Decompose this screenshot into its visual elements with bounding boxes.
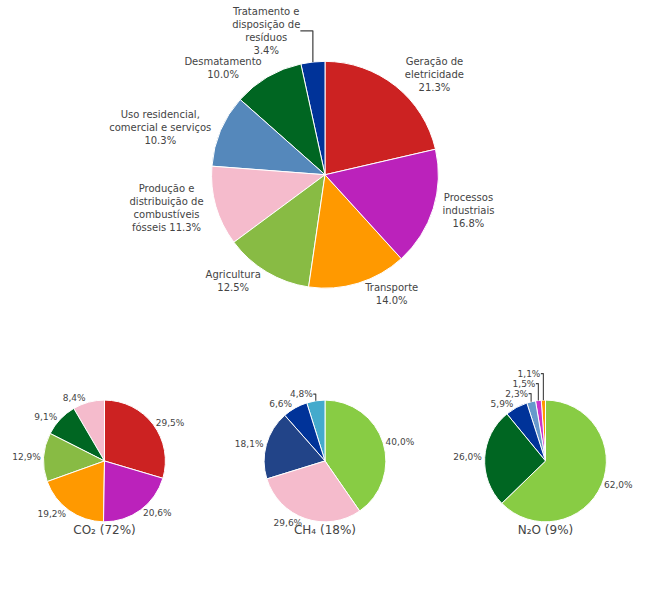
svg-text:8,4%: 8,4%: [63, 393, 86, 403]
svg-text:Produção edistribuição decombu: Produção edistribuição decombustíveisfós…: [129, 183, 203, 233]
svg-text:1,1%: 1,1%: [518, 369, 541, 379]
svg-text:6,6%: 6,6%: [269, 399, 292, 409]
svg-text:CH₄ (18%): CH₄ (18%): [294, 523, 356, 537]
svg-text:29,5%: 29,5%: [156, 418, 185, 428]
svg-text:26,0%: 26,0%: [453, 452, 482, 462]
svg-text:20,6%: 20,6%: [143, 508, 172, 518]
svg-text:12,9%: 12,9%: [12, 452, 41, 462]
svg-text:40,0%: 40,0%: [386, 437, 415, 447]
svg-text:Desmatamento10.0%: Desmatamento10.0%: [184, 56, 261, 80]
svg-text:CO₂ (72%): CO₂ (72%): [73, 523, 135, 537]
svg-text:2,3%: 2,3%: [505, 389, 528, 399]
svg-text:1,5%: 1,5%: [513, 379, 536, 389]
svg-text:Processosindustriais16.8%: Processosindustriais16.8%: [442, 192, 494, 229]
svg-text:4,8%: 4,8%: [290, 389, 313, 399]
svg-text:9,1%: 9,1%: [34, 412, 57, 422]
svg-text:Uso residencial,comercial e se: Uso residencial,comercial e serviços10.3…: [109, 109, 211, 146]
svg-text:Geração deeletricidade21.3%: Geração deeletricidade21.3%: [405, 56, 464, 93]
svg-text:18,1%: 18,1%: [235, 439, 264, 449]
svg-text:Tratamento edisposição deresíd: Tratamento edisposição deresíduos3.4%: [232, 6, 300, 56]
svg-text:19,2%: 19,2%: [38, 509, 67, 519]
svg-text:N₂O (9%): N₂O (9%): [518, 523, 573, 537]
svg-text:29,6%: 29,6%: [274, 518, 303, 528]
svg-text:Agricultura12.5%: Agricultura12.5%: [206, 269, 261, 293]
svg-text:62,0%: 62,0%: [604, 480, 633, 490]
svg-text:5,9%: 5,9%: [491, 399, 514, 409]
svg-text:Transporte14.0%: Transporte14.0%: [364, 282, 418, 306]
